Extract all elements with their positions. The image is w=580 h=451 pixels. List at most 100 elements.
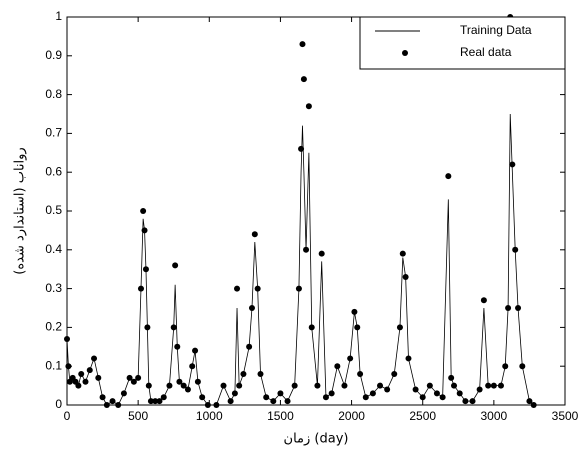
data-point bbox=[341, 382, 348, 389]
data-point bbox=[140, 208, 147, 214]
data-point bbox=[240, 370, 247, 377]
data-point bbox=[456, 390, 463, 397]
data-point bbox=[189, 363, 196, 370]
legend-box bbox=[359, 16, 566, 70]
data-point bbox=[270, 398, 277, 405]
y-tick-label: 0 bbox=[55, 397, 62, 411]
data-point bbox=[451, 382, 458, 389]
data-point bbox=[384, 386, 391, 393]
data-point bbox=[505, 305, 512, 311]
data-point bbox=[351, 308, 358, 315]
data-point bbox=[439, 394, 446, 401]
x-tick-label: 0 bbox=[64, 409, 71, 423]
data-point bbox=[277, 390, 284, 397]
data-point bbox=[144, 324, 151, 331]
y-tick-label: 0.4 bbox=[45, 242, 62, 256]
data-point bbox=[184, 386, 191, 393]
x-tick-label: 2000 bbox=[338, 409, 365, 423]
y-tick-label: 0.6 bbox=[45, 164, 62, 178]
data-point bbox=[65, 363, 72, 370]
data-point bbox=[172, 262, 179, 269]
data-point bbox=[369, 390, 376, 397]
data-point bbox=[433, 390, 440, 397]
data-point bbox=[490, 382, 497, 389]
data-point bbox=[75, 382, 82, 389]
data-point bbox=[180, 382, 187, 389]
y-tick-label: 0.7 bbox=[45, 126, 62, 140]
data-point bbox=[485, 382, 492, 389]
data-point bbox=[234, 285, 241, 292]
x-tick-label: 3500 bbox=[552, 409, 579, 423]
data-point bbox=[220, 382, 227, 389]
data-point bbox=[176, 378, 183, 385]
data-point bbox=[91, 355, 98, 362]
data-point bbox=[156, 398, 163, 405]
data-point bbox=[204, 402, 211, 408]
data-point bbox=[227, 398, 234, 405]
training-line bbox=[66, 113, 534, 406]
data-point bbox=[194, 378, 201, 385]
data-point bbox=[126, 374, 133, 381]
data-point bbox=[412, 386, 419, 393]
data-point bbox=[502, 363, 509, 370]
data-point bbox=[299, 41, 306, 48]
data-point bbox=[78, 370, 85, 377]
x-tick-label: 500 bbox=[128, 409, 148, 423]
x-tick-label: 1000 bbox=[196, 409, 223, 423]
data-point bbox=[137, 285, 144, 292]
data-point bbox=[497, 382, 504, 389]
data-point bbox=[519, 363, 526, 370]
data-point bbox=[469, 398, 476, 405]
data-point bbox=[347, 355, 354, 362]
data-point bbox=[166, 382, 173, 389]
data-point bbox=[462, 398, 469, 405]
data-point bbox=[152, 398, 159, 405]
data-point bbox=[236, 382, 243, 389]
x-tick-label: 1500 bbox=[267, 409, 294, 423]
data-point bbox=[174, 343, 181, 350]
data-point bbox=[308, 324, 315, 331]
data-point bbox=[160, 394, 167, 401]
legend-label: Training Data bbox=[460, 23, 532, 37]
data-point bbox=[248, 305, 255, 311]
data-point bbox=[99, 394, 106, 401]
data-point bbox=[64, 336, 70, 343]
data-point bbox=[391, 370, 398, 377]
data-point bbox=[377, 382, 384, 389]
y-tick-label: 0.3 bbox=[45, 281, 62, 295]
legend-marker bbox=[402, 50, 408, 56]
y-tick-label: 0.9 bbox=[45, 48, 62, 62]
data-point bbox=[284, 398, 291, 405]
data-point bbox=[526, 398, 533, 405]
data-point bbox=[135, 374, 142, 381]
data-point bbox=[445, 173, 452, 180]
y-axis-label: رواناب (استاندارد شده) bbox=[13, 147, 28, 274]
data-point bbox=[476, 386, 483, 393]
data-point bbox=[318, 250, 325, 257]
data-point bbox=[357, 370, 364, 377]
data-point bbox=[147, 398, 154, 405]
data-point bbox=[251, 231, 258, 238]
data-point bbox=[213, 402, 220, 408]
data-point bbox=[303, 246, 310, 253]
data-point bbox=[246, 343, 253, 350]
data-point bbox=[399, 250, 406, 257]
legend-label: Real data bbox=[460, 45, 512, 59]
data-point bbox=[515, 305, 522, 311]
data-point bbox=[480, 297, 487, 304]
data-point bbox=[257, 370, 264, 377]
data-point bbox=[141, 227, 148, 234]
x-axis-label: زمان (day) bbox=[284, 432, 349, 447]
data-point bbox=[300, 76, 307, 83]
data-point bbox=[103, 402, 110, 408]
data-point bbox=[142, 266, 149, 273]
data-point bbox=[448, 374, 455, 381]
data-point bbox=[314, 382, 321, 389]
data-point bbox=[530, 402, 537, 408]
data-point bbox=[254, 285, 261, 292]
data-point bbox=[405, 355, 412, 362]
data-point bbox=[328, 390, 335, 397]
data-point bbox=[305, 103, 312, 110]
y-tick-label: 1 bbox=[55, 9, 62, 23]
data-point bbox=[396, 324, 403, 331]
